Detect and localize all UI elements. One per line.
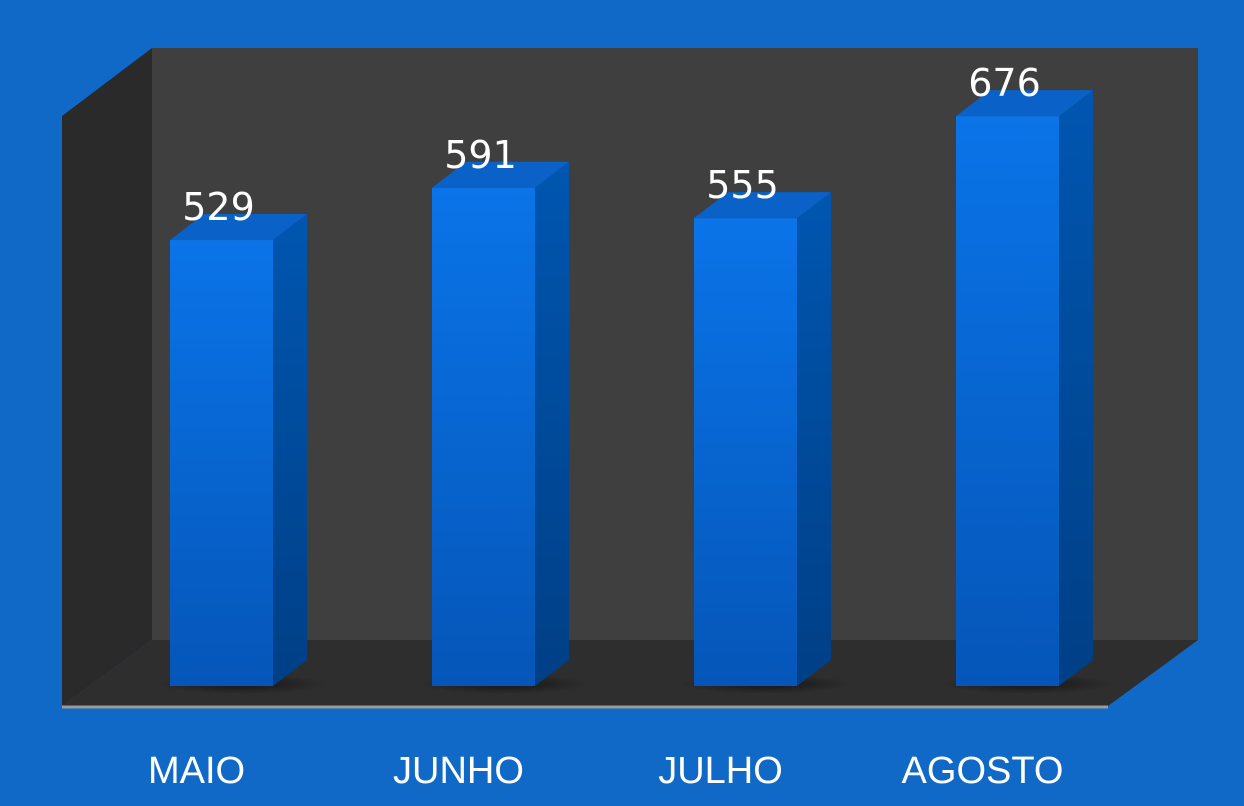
side-wall: [62, 48, 152, 706]
category-label: MAIO: [148, 750, 245, 792]
value-label: 529: [182, 185, 255, 229]
bar-top: [170, 214, 307, 241]
category-label: JUNHO: [393, 750, 524, 792]
bar: [432, 161, 569, 687]
bar: [694, 192, 831, 686]
bar-side: [535, 161, 569, 687]
category-label: AGOSTO: [902, 750, 1064, 792]
bar: [956, 90, 1093, 686]
bar-front: [694, 218, 797, 686]
bars: 529 MAIO 591 JUNHO 555 JULHO 676 AGOSTO: [148, 61, 1113, 792]
bar-top: [956, 90, 1093, 117]
category-label: JULHO: [658, 750, 783, 792]
bar-side: [1059, 90, 1093, 686]
bar-front: [432, 187, 535, 687]
bar-side: [273, 214, 307, 687]
value-label: 591: [444, 133, 517, 177]
value-label: 555: [706, 163, 779, 207]
value-label: 676: [968, 61, 1041, 105]
floor: [62, 640, 1198, 706]
bar-front: [956, 116, 1059, 686]
bar-front: [170, 240, 273, 687]
bar-top: [432, 161, 569, 188]
back-wall: [152, 48, 1198, 640]
bar-top: [694, 192, 831, 219]
bar: [170, 214, 307, 687]
bar-side: [797, 192, 831, 686]
